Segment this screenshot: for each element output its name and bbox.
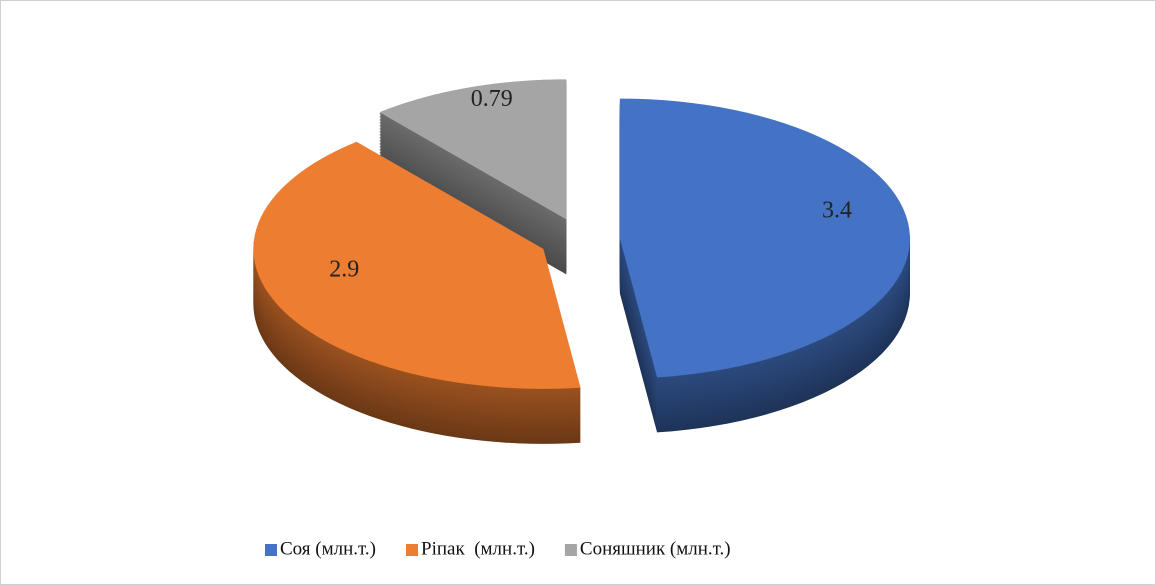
legend-swatch xyxy=(265,544,277,556)
data-label: 0.79 xyxy=(471,86,513,112)
data-label: 3.4 xyxy=(822,197,852,223)
legend-label: Соняшник (млн.т.) xyxy=(580,538,731,559)
legend-swatch xyxy=(406,544,419,556)
slice xyxy=(619,98,910,378)
legend-swatch xyxy=(564,544,577,556)
data-label: 2.9 xyxy=(329,257,359,283)
legend-label: Соя (млн.т.) xyxy=(280,538,376,559)
legend-label: Ріпак (млн.т.) xyxy=(421,538,535,559)
slice xyxy=(379,79,567,220)
slice xyxy=(253,141,581,389)
